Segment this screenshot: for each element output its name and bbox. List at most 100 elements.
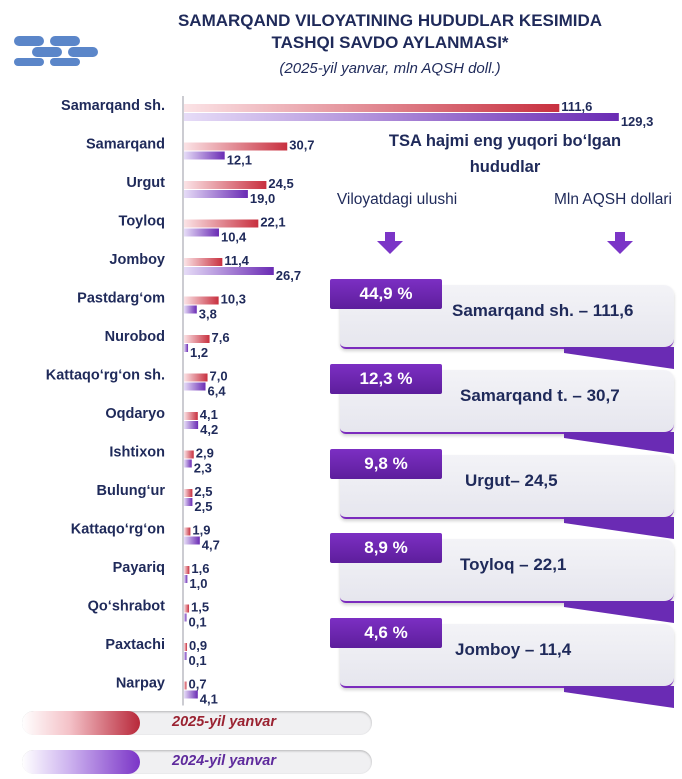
- bar-2025: [184, 566, 190, 574]
- region-card: [340, 539, 674, 623]
- share-badge: 4,6 %: [330, 618, 442, 648]
- data-label-2025: 7,0: [210, 369, 228, 384]
- title-line-2: TASHQI SAVDO AYLANMASI*: [271, 33, 509, 52]
- bar-2024: [184, 228, 219, 237]
- bar-2025: [184, 296, 219, 305]
- bar-2024: [184, 652, 187, 660]
- arrow-down-icon: [377, 232, 403, 254]
- bar-2025: [184, 489, 193, 497]
- data-label-2025: 111,6: [561, 99, 592, 114]
- region-value-text: Samarqand t. – 30,7: [460, 386, 620, 405]
- data-label-2024: 129,3: [621, 114, 654, 129]
- region-value-text: Samarqand sh. – 111,6: [452, 301, 634, 320]
- category-label: Jomboy: [109, 252, 165, 268]
- data-label-2024: 1,2: [190, 345, 208, 360]
- data-label-2024: 1,0: [189, 576, 207, 591]
- data-label-2024: 10,4: [221, 230, 247, 245]
- bar-2024: [184, 113, 619, 121]
- category-label: Pastdarg‘om: [77, 291, 165, 307]
- bar-2024: [184, 421, 199, 429]
- bar-2025: [184, 643, 188, 651]
- bar-2024: [184, 575, 188, 583]
- bar-2025: [184, 527, 191, 536]
- legend-swatch-2025: [22, 711, 140, 735]
- bar-2025: [184, 181, 267, 189]
- bar-2024: [184, 498, 193, 506]
- data-label-2025: 30,7: [289, 138, 314, 153]
- data-label-2025: 1,9: [192, 523, 210, 538]
- column-header-share: Viloyatdagi ulushi: [336, 191, 458, 208]
- chart-subtitle: (2025-yil yanvar, mln AQSH doll.): [279, 60, 501, 77]
- data-label-2024: 4,7: [202, 538, 220, 553]
- bar-2025: [184, 604, 190, 613]
- data-label-2025: 10,3: [221, 292, 246, 307]
- category-label: Paxtachi: [105, 637, 165, 653]
- logo-icon: [14, 36, 98, 66]
- bar-2024: [184, 190, 248, 198]
- category-label: Narpay: [116, 676, 165, 692]
- card-tail-arrow: [564, 517, 674, 539]
- category-label: Ishtixon: [109, 445, 165, 461]
- card-tail-arrow: [564, 686, 674, 708]
- legend-label-2025: 2025-yil yanvar: [172, 714, 276, 730]
- panel-title: TSA hajmi eng yuqori bo‘lgan hududlar: [388, 132, 622, 176]
- data-label-2025: 1,6: [191, 561, 209, 576]
- region-value-text: Jomboy – 11,4: [455, 640, 572, 659]
- data-label-2024: 2,3: [194, 461, 212, 476]
- data-label-2024: 2,5: [194, 499, 212, 514]
- bar-2024: [184, 151, 225, 160]
- card-tail-arrow: [564, 601, 674, 623]
- data-label-2024: 19,0: [250, 191, 275, 206]
- data-label-2025: 2,9: [196, 446, 214, 461]
- region-card: [340, 370, 674, 454]
- chart-title: SAMARQAND VILOYATINING HUDUDLAR KESIMIDA…: [110, 10, 670, 54]
- bar-2025: [184, 219, 259, 228]
- share-badge: 44,9 %: [330, 279, 442, 309]
- bar-2024: [184, 690, 198, 699]
- share-badge: 9,8 %: [330, 449, 442, 479]
- bar-2024: [184, 613, 187, 622]
- data-label-2025: 1,5: [191, 600, 209, 615]
- legend-swatch-2024: [22, 750, 140, 774]
- region-value-text: Toyloq – 22,1: [460, 555, 567, 574]
- data-label-2024: 0,1: [189, 653, 207, 668]
- data-label-2025: 4,1: [200, 407, 218, 422]
- category-label: Kattaqo‘rg‘on: [71, 522, 165, 538]
- data-label-2025: 7,6: [212, 330, 230, 345]
- bar-2024: [184, 305, 197, 314]
- bar-2025: [184, 450, 194, 459]
- bar-2025: [184, 681, 187, 690]
- data-label-2025: 0,7: [189, 677, 207, 692]
- data-label-2025: 11,4: [224, 253, 249, 268]
- category-label: Oqdaryo: [105, 406, 165, 422]
- data-label-2025: 0,9: [189, 638, 207, 653]
- data-label-2024: 3,8: [199, 307, 217, 322]
- region-card: [340, 455, 674, 539]
- bar-2025: [184, 104, 560, 112]
- data-label-2024: 12,1: [227, 153, 252, 168]
- data-label-2025: 24,5: [268, 176, 293, 191]
- bar-2024: [184, 459, 192, 468]
- category-label: Kattaqo‘rg‘on sh.: [46, 368, 165, 384]
- category-label: Toyloq: [119, 214, 165, 230]
- legend-label-2024: 2024-yil yanvar: [172, 753, 276, 769]
- bar-2025: [184, 335, 210, 343]
- data-label-2024: 4,1: [200, 692, 218, 707]
- bar-2024: [184, 267, 274, 275]
- category-label: Samarqand sh.: [61, 98, 165, 114]
- bar-2025: [184, 258, 223, 266]
- bar-2024: [184, 344, 189, 352]
- data-label-2024: 6,4: [208, 384, 227, 399]
- title-line-1: SAMARQAND VILOYATINING HUDUDLAR KESIMIDA: [177, 11, 603, 30]
- category-label: Urgut: [126, 175, 165, 191]
- share-badge: 12,3 %: [330, 364, 442, 394]
- legend-item-2024: 2024-yil yanvar: [22, 750, 372, 774]
- bar-2025: [184, 412, 198, 420]
- region-value-text: Urgut– 24,5: [465, 471, 558, 490]
- category-label: Nurobod: [105, 329, 165, 345]
- data-label-2024: 0,1: [189, 615, 207, 630]
- bar-2024: [184, 382, 206, 391]
- legend-item-2025: 2025-yil yanvar: [22, 711, 372, 735]
- card-tail-arrow: [564, 432, 674, 454]
- category-label: Payariq: [113, 560, 165, 576]
